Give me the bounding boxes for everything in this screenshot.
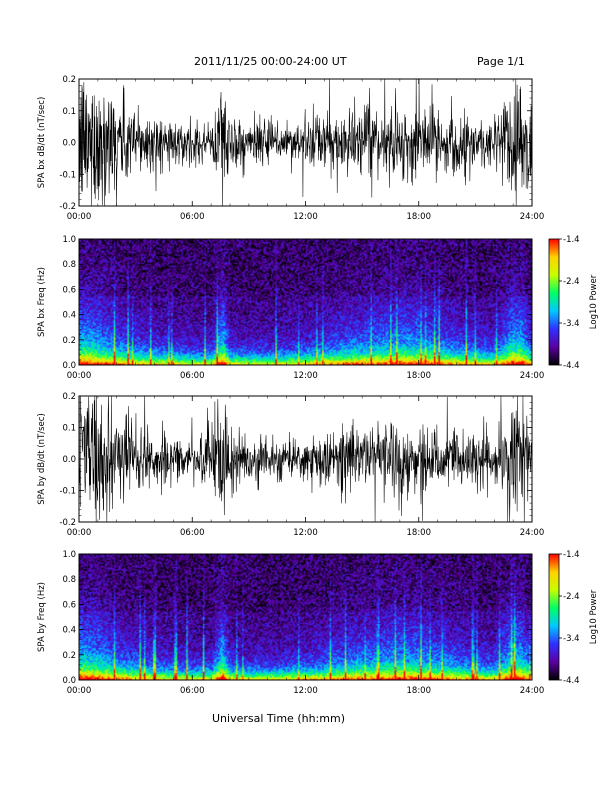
x-axis-title: Universal Time (hh:mm) bbox=[212, 712, 345, 725]
y-axis-title: SPA by dB/dt (nT/sec) bbox=[37, 413, 47, 505]
x-tick-label: 12:00 bbox=[293, 686, 318, 696]
x-tick-label: 00:00 bbox=[67, 371, 92, 381]
x-tick-label: 18:00 bbox=[407, 371, 432, 381]
x-tick-label: 12:00 bbox=[293, 371, 318, 381]
page-number: Page 1/1 bbox=[477, 55, 525, 68]
x-tick-label: 18:00 bbox=[407, 212, 432, 222]
series-line bbox=[79, 396, 532, 522]
colorbar-tick-label: -3.4 bbox=[563, 634, 580, 644]
page-title: 2011/11/25 00:00-24:00 UT bbox=[194, 55, 347, 68]
spectrogram-image bbox=[79, 239, 532, 365]
y-axis-title: SPA by Freq (Hz) bbox=[37, 582, 47, 652]
colorbar-label: Log10 Power bbox=[589, 274, 599, 329]
colorbar-tick-label: -1.4 bbox=[563, 235, 580, 245]
x-tick-label: 24:00 bbox=[520, 528, 545, 538]
y-tick-label: 1.0 bbox=[62, 550, 76, 560]
x-tick-label: 06:00 bbox=[180, 528, 205, 538]
x-tick-label: 24:00 bbox=[520, 686, 545, 696]
series-line bbox=[79, 79, 532, 206]
panel-2: -1.4 -2.4 -3.4 -4.4 Log10 Power 1.0 0.8 0.6 0.4 0… bbox=[37, 235, 599, 381]
x-tick-label: 24:00 bbox=[520, 371, 545, 381]
y-tick-label: 0.0 bbox=[62, 139, 76, 149]
colorbar-tick-label: -1.4 bbox=[563, 550, 580, 560]
x-tick-label: 06:00 bbox=[180, 212, 205, 222]
y-tick-label: 0.2 bbox=[62, 392, 76, 402]
panel-4: -1.4 -2.4 -3.4 -4.4 Log10 Power 1.0 0.8 0.6 0.4 0… bbox=[37, 550, 599, 696]
y-tick-label: -0.1 bbox=[59, 487, 76, 497]
y-tick-label: 0.2 bbox=[62, 336, 76, 346]
y-tick-label: 0.6 bbox=[62, 285, 76, 295]
colorbar-tick-label: -4.4 bbox=[563, 676, 580, 686]
y-tick-label: 0.4 bbox=[62, 626, 76, 636]
x-tick-label: 06:00 bbox=[180, 686, 205, 696]
colorbar-tick-label: -3.4 bbox=[563, 319, 580, 329]
colorbar-label: Log10 Power bbox=[589, 589, 599, 644]
y-tick-label: 0.2 bbox=[62, 75, 76, 85]
x-tick-label: 06:00 bbox=[180, 371, 205, 381]
x-tick-label: 18:00 bbox=[407, 686, 432, 696]
x-tick-label: 24:00 bbox=[520, 212, 545, 222]
y-axis-title: SPA bx Freq (Hz) bbox=[37, 267, 47, 337]
y-tick-label: 0.6 bbox=[62, 600, 76, 610]
spectrogram-image bbox=[79, 554, 532, 680]
y-tick-label: 0.8 bbox=[62, 575, 76, 585]
colorbar bbox=[548, 238, 560, 366]
y-tick-label: 0.1 bbox=[62, 424, 76, 434]
x-tick-label: 00:00 bbox=[67, 212, 92, 222]
colorbar-tick-label: -2.4 bbox=[563, 592, 580, 602]
y-tick-label: -0.2 bbox=[59, 202, 76, 212]
x-tick-label: 18:00 bbox=[407, 528, 432, 538]
colorbar-tick-label: -2.4 bbox=[563, 277, 580, 287]
y-axis-title: SPA bx dB/dt (nT/sec) bbox=[37, 97, 47, 189]
y-tick-label: 0.8 bbox=[62, 260, 76, 270]
y-tick-label: 0.0 bbox=[62, 455, 76, 465]
panel-3: 0.2 0.1 0.0 -0.1 -0.200:00 06:00 12:00 18:00 24:… bbox=[37, 392, 544, 538]
x-tick-label: 00:00 bbox=[67, 686, 92, 696]
colorbar bbox=[548, 553, 560, 681]
y-tick-label: 0.2 bbox=[62, 651, 76, 661]
panel-1: 0.2 0.1 0.0 -0.1 -0.200:00 06:00 12:00 18:00 24:… bbox=[37, 75, 544, 222]
x-tick-label: 12:00 bbox=[293, 212, 318, 222]
y-tick-label: 0.4 bbox=[62, 311, 76, 321]
x-tick-label: 12:00 bbox=[293, 528, 318, 538]
y-tick-label: 0.0 bbox=[62, 361, 76, 371]
y-tick-label: 1.0 bbox=[62, 235, 76, 245]
y-tick-label: -0.2 bbox=[59, 518, 76, 528]
y-tick-label: -0.1 bbox=[59, 170, 76, 180]
y-tick-label: 0.0 bbox=[62, 676, 76, 686]
colorbar-tick-label: -4.4 bbox=[563, 361, 580, 371]
x-tick-label: 00:00 bbox=[67, 528, 92, 538]
y-tick-label: 0.1 bbox=[62, 107, 76, 117]
